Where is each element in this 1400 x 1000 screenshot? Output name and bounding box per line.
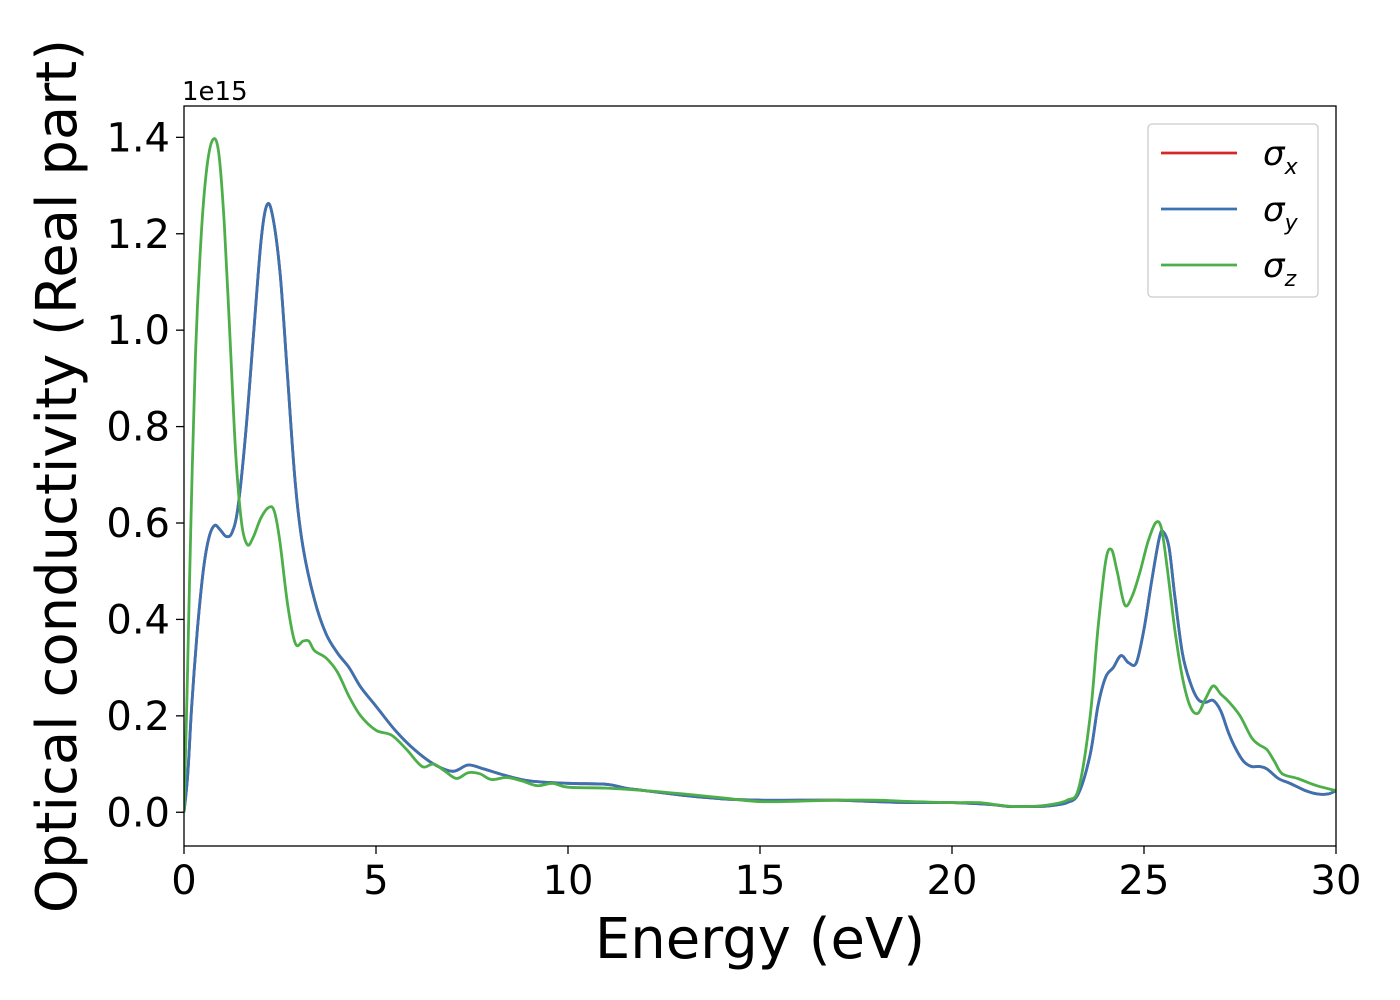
y-tick-label: 0.2: [106, 694, 170, 740]
legend-frame: [1147, 123, 1319, 298]
y-axis-label: Optical conductivity (Real part): [25, 39, 90, 913]
y-tick-label: 1.4: [106, 115, 170, 161]
x-tick-label: 30: [1311, 858, 1362, 904]
x-axis: 0 5 10 15 20 25 30: [171, 846, 1361, 904]
legend-subscript: y: [1284, 211, 1299, 236]
series-line-z: [184, 137, 1336, 813]
y-tick-label: 0.8: [106, 405, 170, 451]
x-tick-label: 0: [171, 858, 196, 904]
x-tick-label: 5: [363, 858, 388, 904]
x-axis-label: Energy (eV): [595, 907, 925, 972]
y-tick-label: 1.0: [106, 308, 170, 354]
y-tick-label: 1.2: [106, 212, 170, 258]
y-tick-label: 0.6: [106, 501, 170, 547]
legend-subscript: x: [1284, 155, 1299, 180]
y-tick-label: 0.0: [106, 790, 170, 836]
x-tick-label: 15: [735, 858, 786, 904]
x-tick-label: 10: [543, 858, 594, 904]
y-tick-label: 0.4: [106, 597, 170, 643]
legend-subscript: z: [1284, 267, 1297, 292]
x-tick-label: 25: [1119, 858, 1170, 904]
offset-label: 1e15: [182, 77, 248, 107]
x-tick-label: 20: [927, 858, 978, 904]
y-axis: 0.0 0.2 0.4 0.6 0.8 1.0 1.2 1.4: [106, 115, 184, 836]
series-line-y: [184, 202, 1336, 813]
series-layer: [184, 137, 1336, 813]
